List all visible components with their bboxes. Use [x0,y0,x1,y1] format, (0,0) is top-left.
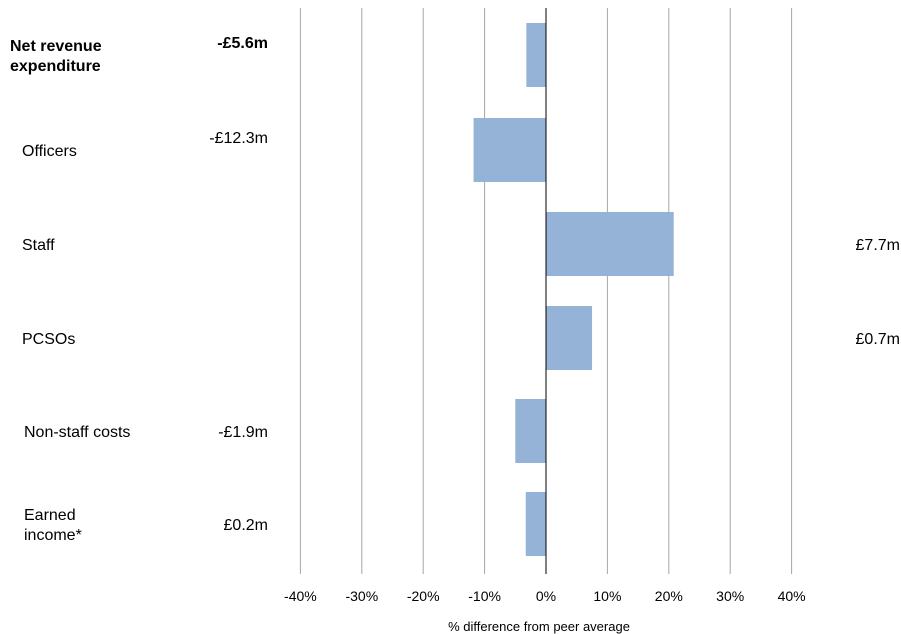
x-tick-label: 30% [716,588,744,604]
x-tick-label: -40% [284,588,317,604]
bars [473,23,674,556]
gridlines [299,8,793,574]
amount-label: -£5.6m [217,35,268,52]
amount-label: £7.7m [856,237,900,254]
amount-label: -£12.3m [209,130,268,147]
bar [515,399,546,463]
x-tick-labels: -40% -30% -20% -10% 0% 10% 20% 30% 40% [284,588,806,604]
category-labels: Net revenue expenditure Officers Staff PCSOs… [10,38,130,544]
category-label: Earned income* [24,507,82,544]
bar [473,118,546,182]
category-label: Net revenue expenditure [10,38,102,75]
category-label: Non-staff costs [24,424,130,441]
bar [546,306,593,370]
amount-label: £0.2m [224,517,268,534]
x-tick-label: 10% [593,588,621,604]
x-tick-label: -20% [407,588,440,604]
amount-labels: -£5.6m -£12.3m £7.7m £0.7m -£1.9m £0.2m [209,35,900,534]
bar [526,23,546,87]
x-tick-label: 0% [536,588,556,604]
category-label: Officers [22,143,77,160]
x-tick-label: 20% [655,588,683,604]
amount-label: -£1.9m [218,424,268,441]
amount-label: £0.7m [856,331,900,348]
bar [525,492,546,556]
x-tick-label: 40% [778,588,806,604]
bar [546,212,674,276]
category-label: Staff [22,237,55,254]
x-axis-label: % difference from peer average [448,619,630,634]
x-tick-label: -30% [345,588,378,604]
category-label: PCSOs [22,331,75,348]
x-tick-label: -10% [468,588,501,604]
